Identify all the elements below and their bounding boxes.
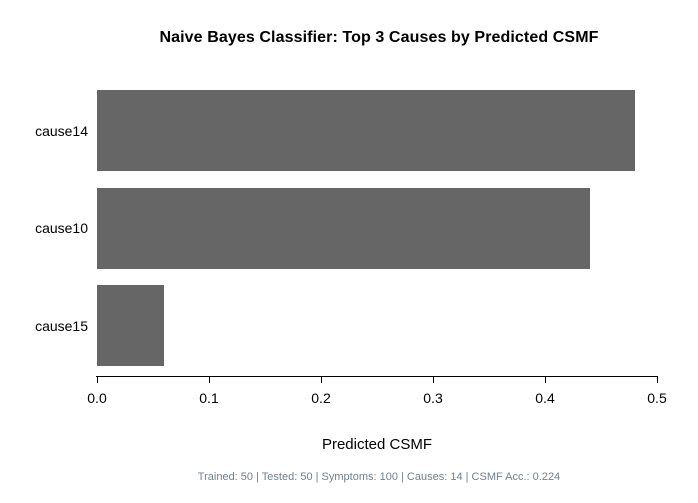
x-axis-tick [657,377,658,383]
x-axis-tick-label: 0.3 [423,390,443,406]
category-label-cause15: cause15 [35,317,88,334]
x-axis-tick [433,377,434,383]
category-label-cause10: cause10 [35,220,88,236]
chart-title: Naive Bayes Classifier: Top 3 Causes by … [159,29,599,46]
x-axis-tick [97,377,98,383]
bar-cause10 [97,187,590,269]
category-label-cause14: cause14 [35,122,88,139]
plot-area [97,86,657,376]
x-axis-label: Predicted CSMF [321,436,433,453]
bar-cause14 [97,90,635,171]
x-axis-tick-label: 0.1 [199,390,219,406]
x-axis-tick [321,377,322,383]
x-axis-tick-label: 0.0 [87,390,107,406]
x-axis-tick-label: 0.4 [535,390,555,406]
x-axis-tick-label: 0.5 [647,390,667,406]
x-axis-tick [209,377,210,383]
footer-note: Trained: 50 | Tested: 50 | Symptoms: 100… [197,471,561,483]
x-axis-tick-label: 0.2 [311,390,331,406]
x-axis-tick [545,377,546,383]
bar-cause15 [97,285,165,366]
x-axis-line [96,376,658,377]
